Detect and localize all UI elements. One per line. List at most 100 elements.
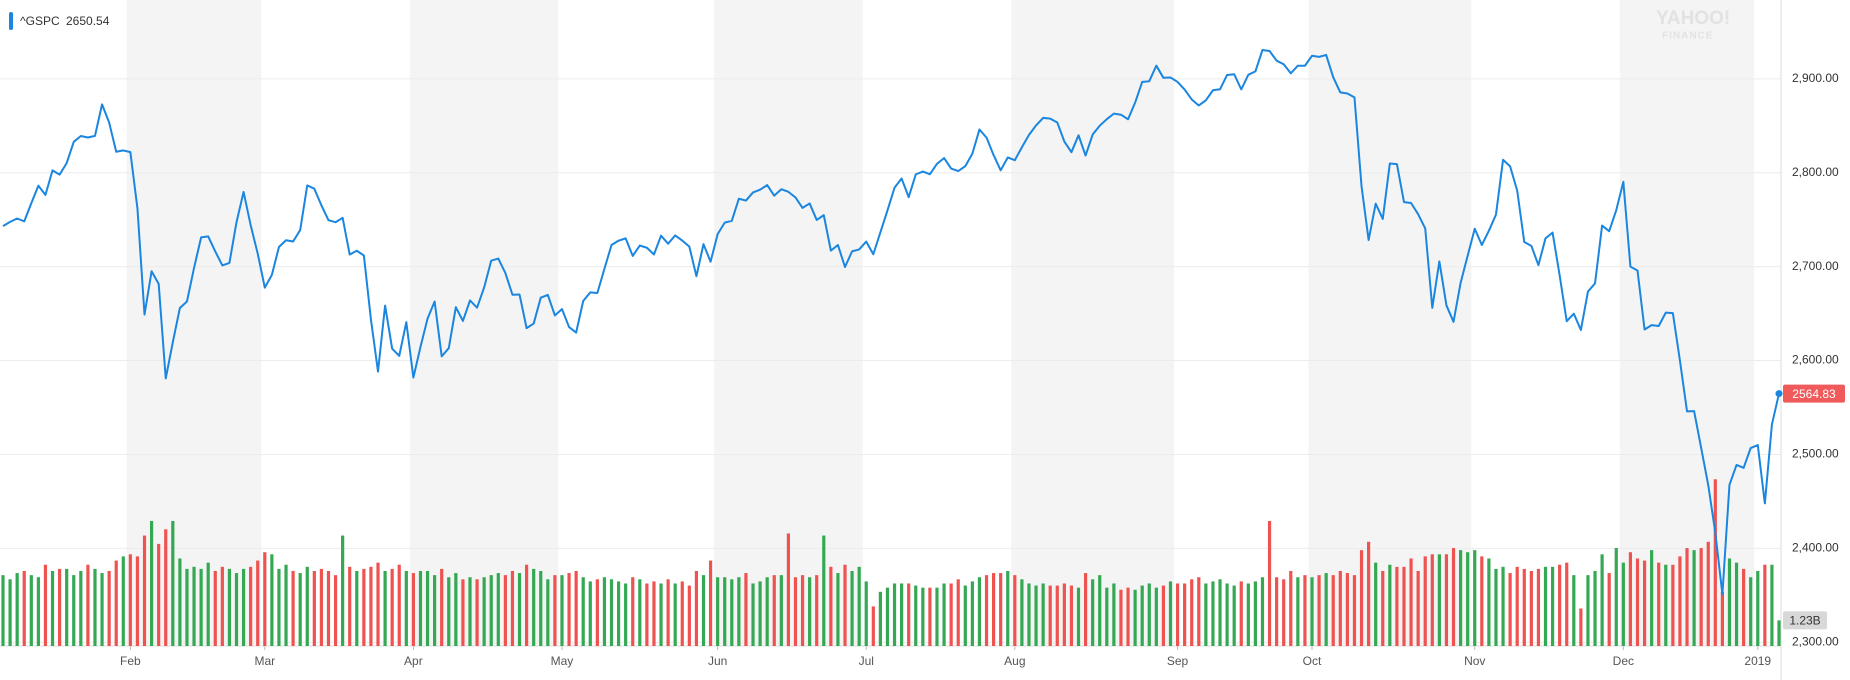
volume-bar [942, 583, 946, 646]
volume-bar [1190, 579, 1194, 646]
volume-bar [341, 535, 345, 646]
volume-bar [1473, 550, 1477, 646]
volume-bar [29, 575, 33, 646]
volume-bar [638, 579, 642, 646]
volume-bar [991, 573, 996, 646]
volume-bar [1020, 579, 1024, 646]
volume-bar [206, 562, 210, 646]
volume-bar [1458, 550, 1463, 646]
volume-bar [885, 587, 890, 646]
y-tick-label: 2,700.00 [1792, 259, 1839, 273]
volume-bar [1777, 620, 1781, 646]
x-tick-label: Dec [1613, 654, 1634, 668]
volume-bar [1, 575, 5, 646]
volume-bar [1529, 570, 1533, 646]
volume-bars [1, 479, 1781, 646]
volume-tag [1783, 611, 1827, 630]
volume-bar [708, 560, 713, 646]
legend-swatch [9, 12, 13, 30]
volume-bar [1508, 573, 1512, 646]
volume-bar [1692, 550, 1696, 646]
volume-bar [1734, 562, 1739, 646]
volume-bar [1713, 479, 1717, 646]
volume-bar [171, 520, 175, 646]
volume-bar [687, 585, 691, 646]
volume-bar [1558, 564, 1562, 646]
volume-bar [1770, 564, 1774, 646]
volume-bar [43, 564, 48, 646]
volume-bar [1282, 579, 1286, 646]
volume-bar [907, 583, 911, 646]
volume-bar [1083, 573, 1088, 646]
volume-bar [808, 577, 812, 646]
volume-bar [1154, 587, 1158, 646]
volume-bar [786, 533, 791, 646]
volume-bar [93, 568, 97, 646]
volume-bar [298, 573, 302, 646]
volume-bar [227, 568, 232, 646]
volume-bar [1352, 575, 1357, 646]
volume-bar [1501, 566, 1505, 646]
volume-bar [1381, 570, 1385, 646]
volume-bar [1211, 581, 1215, 646]
volume-bar [79, 570, 83, 646]
x-tick-label: Jul [859, 654, 874, 668]
volume-bar [1218, 579, 1222, 646]
volume-label: 1.23B [1789, 614, 1820, 628]
volume-bar [1260, 577, 1265, 646]
volume-bar [836, 573, 840, 646]
volume-bar [1763, 564, 1767, 646]
volume-bar [1642, 560, 1647, 646]
volume-bar [1522, 568, 1526, 646]
volume-bar [822, 535, 826, 646]
volume-bar [1168, 581, 1173, 646]
last-value-label: 2564.83 [1792, 387, 1836, 401]
volume-bar [1451, 548, 1456, 646]
volume-bar [765, 577, 769, 646]
volume-bar [800, 575, 805, 646]
volume-bar [1126, 587, 1130, 646]
volume-bar [107, 570, 111, 646]
volume-bar [892, 583, 897, 646]
volume-bar [1324, 573, 1328, 646]
volume-bar [624, 583, 628, 646]
volume-bar [737, 577, 741, 646]
volume-bar [935, 587, 939, 646]
last-value-tag [1783, 384, 1845, 403]
volume-bar [1317, 575, 1321, 646]
volume-bar [1749, 577, 1753, 646]
volume-bar [496, 573, 500, 646]
volume-bar [1756, 570, 1760, 646]
volume-bar [36, 577, 40, 646]
y-tick-label: 2,800.00 [1792, 165, 1839, 179]
volume-bar [1466, 552, 1470, 646]
volume-bar [1041, 583, 1045, 646]
volume-bar [532, 568, 536, 646]
volume-bar [1069, 585, 1074, 646]
volume-bar [928, 587, 932, 646]
volume-bar [383, 570, 387, 646]
volume-bar [1593, 570, 1597, 646]
volume-bar [1388, 564, 1392, 646]
volume-bar [1543, 566, 1548, 646]
volume-bar [1055, 585, 1059, 646]
volume-bar [348, 566, 352, 646]
volume-bar [829, 566, 833, 646]
volume-bar [574, 570, 578, 646]
volume-bar [1204, 583, 1208, 646]
x-tick-label: Mar [254, 654, 275, 668]
volume-bar [220, 566, 224, 646]
volume-bar [1614, 548, 1618, 646]
volume-bar [454, 573, 458, 646]
volume-bar [553, 575, 557, 646]
volume-bar [510, 570, 515, 646]
volume-bar [468, 577, 472, 646]
volume-bar [871, 606, 875, 646]
volume-bar [680, 581, 684, 646]
volume-bar [1267, 520, 1272, 646]
volume-bar [369, 566, 373, 646]
volume-bar [213, 570, 217, 646]
volume-bar [270, 554, 274, 646]
volume-bar [199, 568, 203, 646]
